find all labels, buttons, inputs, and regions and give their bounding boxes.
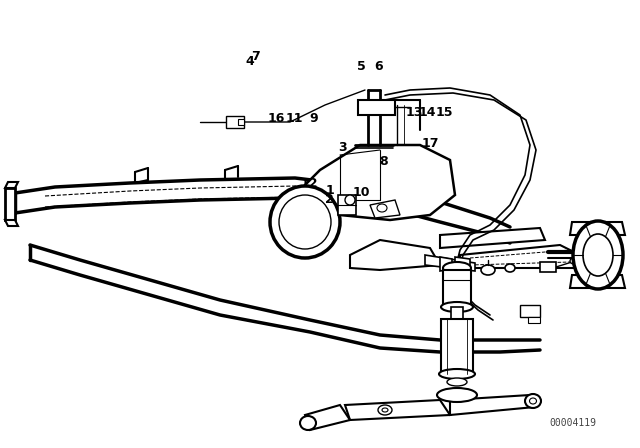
- Polygon shape: [305, 405, 350, 430]
- Bar: [238, 119, 244, 125]
- Polygon shape: [5, 220, 18, 226]
- Ellipse shape: [437, 388, 477, 402]
- Ellipse shape: [382, 408, 388, 412]
- Ellipse shape: [481, 265, 495, 275]
- Polygon shape: [5, 188, 15, 220]
- Polygon shape: [570, 222, 625, 235]
- Bar: [540, 262, 556, 272]
- Text: 14: 14: [419, 106, 436, 120]
- Bar: [338, 195, 356, 215]
- Polygon shape: [450, 395, 535, 415]
- Polygon shape: [455, 257, 470, 271]
- Polygon shape: [370, 200, 400, 218]
- Text: 13: 13: [406, 106, 424, 120]
- Polygon shape: [350, 240, 440, 270]
- Text: 9: 9: [309, 112, 318, 125]
- Ellipse shape: [441, 302, 473, 312]
- Text: 8: 8: [380, 155, 388, 168]
- Polygon shape: [358, 100, 395, 115]
- Ellipse shape: [377, 204, 387, 212]
- Text: 1: 1: [325, 184, 334, 197]
- Polygon shape: [5, 182, 18, 188]
- Ellipse shape: [279, 195, 331, 249]
- Text: 17: 17: [422, 137, 440, 150]
- Text: 7: 7: [252, 49, 260, 63]
- Ellipse shape: [505, 264, 515, 272]
- Ellipse shape: [583, 234, 613, 276]
- Text: 11: 11: [285, 112, 303, 125]
- Text: 5: 5: [357, 60, 366, 73]
- Bar: [443, 270, 471, 305]
- Bar: [451, 307, 463, 319]
- Polygon shape: [345, 400, 450, 420]
- Ellipse shape: [270, 186, 340, 258]
- Ellipse shape: [529, 398, 536, 404]
- Ellipse shape: [570, 258, 578, 264]
- Text: 4: 4: [245, 55, 254, 69]
- Text: 00004119: 00004119: [549, 418, 596, 428]
- Text: 10: 10: [353, 186, 371, 199]
- Ellipse shape: [300, 416, 316, 430]
- Ellipse shape: [443, 262, 471, 274]
- Bar: [528, 317, 540, 323]
- Ellipse shape: [378, 405, 392, 415]
- Bar: [520, 305, 540, 317]
- Text: 6: 6: [374, 60, 383, 73]
- Polygon shape: [440, 257, 452, 271]
- Ellipse shape: [447, 378, 467, 386]
- Polygon shape: [425, 255, 475, 271]
- Text: 12: 12: [300, 177, 318, 190]
- Ellipse shape: [345, 195, 355, 205]
- Bar: [226, 116, 244, 128]
- Ellipse shape: [439, 369, 475, 379]
- Bar: [441, 319, 473, 374]
- Text: 16: 16: [268, 112, 285, 125]
- Polygon shape: [440, 228, 545, 248]
- Polygon shape: [460, 245, 580, 268]
- Text: 3: 3: [338, 141, 347, 155]
- Text: 15: 15: [436, 106, 454, 120]
- Ellipse shape: [525, 394, 541, 408]
- Polygon shape: [305, 145, 455, 220]
- Polygon shape: [570, 275, 625, 288]
- Text: 2: 2: [325, 193, 334, 206]
- Ellipse shape: [573, 221, 623, 289]
